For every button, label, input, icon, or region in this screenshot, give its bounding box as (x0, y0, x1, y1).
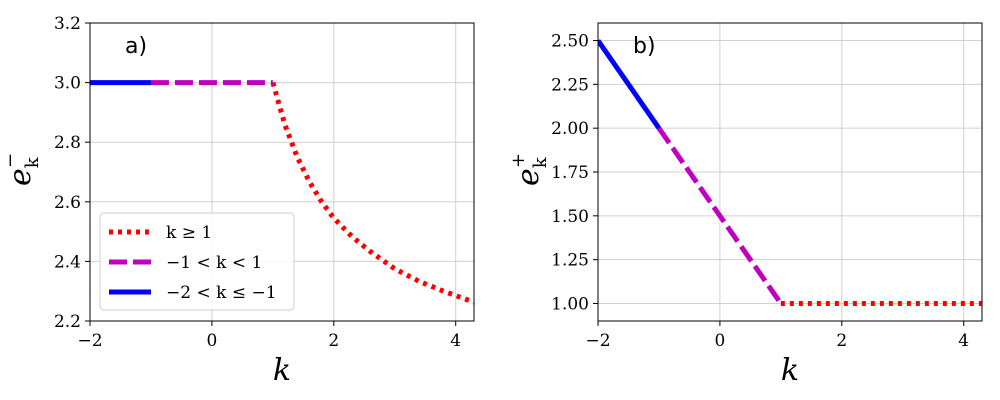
y-axis-label: ek+ (508, 153, 551, 186)
panel-label: a) (125, 34, 147, 59)
svg-text:ek: ek (511, 156, 551, 186)
y-tick-label: 3.0 (54, 74, 81, 94)
x-tick-label: 4 (450, 331, 461, 351)
svg-text:−: − (0, 153, 21, 168)
x-tick-label: 2 (328, 331, 339, 351)
series-line-dotted (270, 81, 474, 305)
y-tick-label: 2.25 (551, 75, 589, 95)
y-tick-label: 2.50 (551, 32, 589, 52)
y-tick-label: 1.50 (551, 207, 589, 227)
x-tick-label: −2 (585, 331, 610, 351)
y-tick-label: 2.00 (551, 119, 589, 139)
panel-a: −2 0 2 4 2.2 2.4 2.6 2.8 3.0 3.2 k ek− a) k ≥ 1 −1 < k… (0, 14, 475, 388)
x-tick-label: 0 (206, 331, 217, 351)
y-tick-label: 2.2 (54, 312, 81, 332)
y-tick-label: 2.6 (54, 193, 81, 213)
x-tick-label: 2 (836, 331, 847, 351)
y-tick-label: 1.25 (551, 251, 589, 271)
x-tick-label: −2 (77, 331, 102, 351)
series-line-solid (598, 39, 662, 130)
y-tick-label: 1.00 (551, 294, 589, 314)
y-tick-label: 2.4 (54, 252, 81, 272)
y-tick-label: 1.75 (551, 163, 589, 183)
x-tick-label: 4 (958, 331, 969, 351)
legend: k ≥ 1 −1 < k < 1 −2 < k ≤ −1 (99, 212, 295, 311)
svg-text:ek: ek (3, 156, 43, 186)
plot-frame (89, 22, 475, 322)
legend-label: −2 < k ≤ −1 (166, 283, 277, 303)
x-tick-label: 0 (714, 331, 725, 351)
y-axis-label: ek− (0, 153, 43, 186)
y-tick-label: 3.2 (54, 14, 81, 34)
x-axis-label: k (781, 353, 799, 388)
legend-box (99, 212, 295, 311)
y-tick-label: 2.8 (54, 133, 81, 153)
panel-label: b) (633, 34, 656, 59)
legend-label: k ≥ 1 (166, 223, 212, 243)
svg-text:+: + (508, 153, 529, 168)
x-axis-label: k (273, 353, 291, 388)
legend-label: −1 < k < 1 (166, 253, 262, 273)
series-line-dashed (656, 126, 783, 305)
panel-b: −2 0 2 4 1.00 1.25 1.50 1.75 2.00 2.25 2.50 k ek+ b) (508, 22, 983, 388)
